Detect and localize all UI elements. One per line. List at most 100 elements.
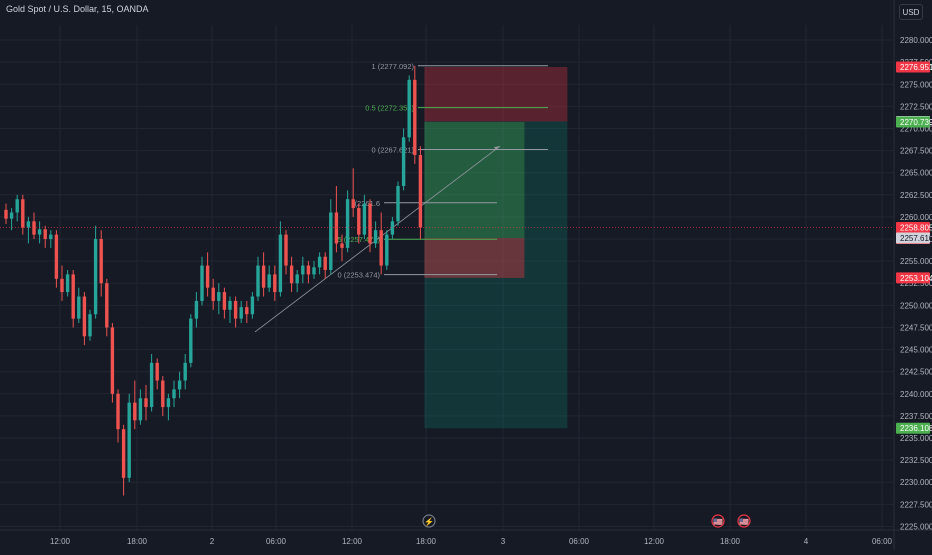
candle-body	[284, 234, 288, 266]
candle	[149, 354, 154, 412]
candle-body	[21, 199, 25, 228]
time-axis[interactable]: 12:00 18:00 2 06:00 12:00 18:00 3 06:00 12:00 18:…	[0, 529, 932, 546]
candle-body	[418, 155, 423, 228]
candle-body	[166, 398, 171, 408]
candle-body	[65, 274, 70, 293]
candle	[200, 256, 204, 306]
y-tick-label: 2227.500	[900, 500, 932, 509]
y-tick-label: 2255.000	[900, 257, 932, 266]
candle	[413, 65, 417, 164]
candle-body	[194, 300, 199, 319]
trendline-segment	[254, 145, 501, 333]
candle-body	[351, 199, 355, 209]
candle	[127, 393, 131, 483]
candle	[205, 252, 210, 297]
candle-body	[15, 199, 19, 213]
trendline-arrow	[494, 146, 500, 151]
candle-body	[267, 274, 271, 288]
candle-body	[9, 212, 14, 219]
price-axis[interactable]: 2225.000 2227.500 2230.000 2232.500 2235.000…	[893, 0, 932, 550]
x-tick-label: 3	[501, 537, 506, 546]
fib-level-label: 0 (2253.474)	[337, 271, 380, 280]
candle-body	[205, 265, 210, 288]
candle	[357, 203, 361, 244]
candle-body	[362, 203, 367, 235]
marker-circle	[737, 514, 751, 528]
candle-body	[278, 234, 283, 293]
symbol-title: Gold Spot / U.S. Dollar, 15, OANDA	[6, 4, 149, 14]
candle-body	[250, 296, 255, 315]
candle	[116, 389, 120, 443]
candle-body	[317, 256, 322, 268]
candle	[155, 358, 159, 390]
candle	[233, 296, 238, 328]
currency-button[interactable]: USD	[899, 4, 923, 20]
candle-body	[43, 229, 47, 240]
x-tick-label: 06:00	[266, 537, 287, 546]
candle	[32, 212, 36, 240]
candle-body	[99, 239, 103, 284]
candle-body	[289, 265, 294, 284]
us-flag-event-icon[interactable]: 🇺🇸	[737, 514, 751, 528]
candle	[261, 252, 266, 297]
y-tick-label: 2235.000	[900, 434, 932, 443]
y-tick-label: 2260.000	[900, 213, 932, 222]
fib-retracements: 1 (2277.092) 0.5 (2272.356) 0 (2267.621) (2…	[335, 62, 548, 280]
candle-body	[133, 402, 137, 421]
candle	[345, 190, 350, 253]
candle-body	[4, 209, 8, 219]
x-tick-label: 06:00	[872, 537, 893, 546]
candle-body	[189, 318, 193, 363]
candle-body	[110, 327, 115, 394]
dividend-flash-icon[interactable]: ⚡	[422, 514, 436, 528]
fib-level-label: 0 (2267.621)	[371, 146, 414, 155]
candle-body	[32, 221, 36, 235]
candle	[172, 380, 176, 408]
candle	[60, 265, 64, 301]
candle	[161, 376, 165, 416]
candle-body	[407, 79, 411, 138]
candle-body	[155, 362, 159, 381]
candle-body	[345, 199, 350, 248]
y-tick-label: 2275.000	[900, 80, 932, 89]
candle-body	[116, 393, 120, 430]
price-label: 2257.610	[900, 234, 932, 243]
y-tick-label: 2265.000	[900, 169, 932, 178]
candle-body	[121, 429, 126, 478]
us-flag-event-icon[interactable]: 🇺🇸	[711, 514, 725, 528]
candle	[329, 199, 333, 275]
candle	[334, 185, 339, 253]
position-zones	[424, 67, 568, 429]
candle-body	[396, 185, 400, 222]
candle-body	[161, 380, 165, 408]
candle-body	[71, 274, 75, 319]
fib-level-label: 0.5 (2272.356)	[365, 104, 414, 113]
candle	[418, 146, 423, 240]
candle	[390, 216, 395, 240]
y-tick-label: 2272.500	[900, 102, 932, 111]
candle	[228, 296, 232, 324]
candle	[54, 230, 59, 288]
marker-glyph: ⚡	[424, 517, 434, 527]
candle-body	[144, 398, 148, 408]
candle	[82, 292, 87, 346]
candle	[177, 371, 182, 399]
price-label: 2253.104	[900, 274, 932, 283]
short-stop-zone	[424, 67, 568, 122]
candle	[267, 265, 271, 293]
candle-body	[256, 265, 260, 297]
candle	[273, 265, 277, 301]
fib-level-label: 1 (2277.092)	[371, 62, 414, 71]
y-tick-label: 2250.000	[900, 301, 932, 310]
candle-body	[60, 278, 64, 293]
event-markers[interactable]: ⚡ 🇺🇸 🇺🇸	[422, 514, 751, 528]
candle	[256, 256, 260, 301]
candle-body	[138, 398, 143, 421]
candle-body	[105, 283, 109, 328]
candle	[250, 292, 255, 319]
y-tick-label: 2247.500	[900, 323, 932, 332]
y-tick-label: 2280.000	[900, 36, 932, 45]
candle-body	[222, 292, 227, 310]
